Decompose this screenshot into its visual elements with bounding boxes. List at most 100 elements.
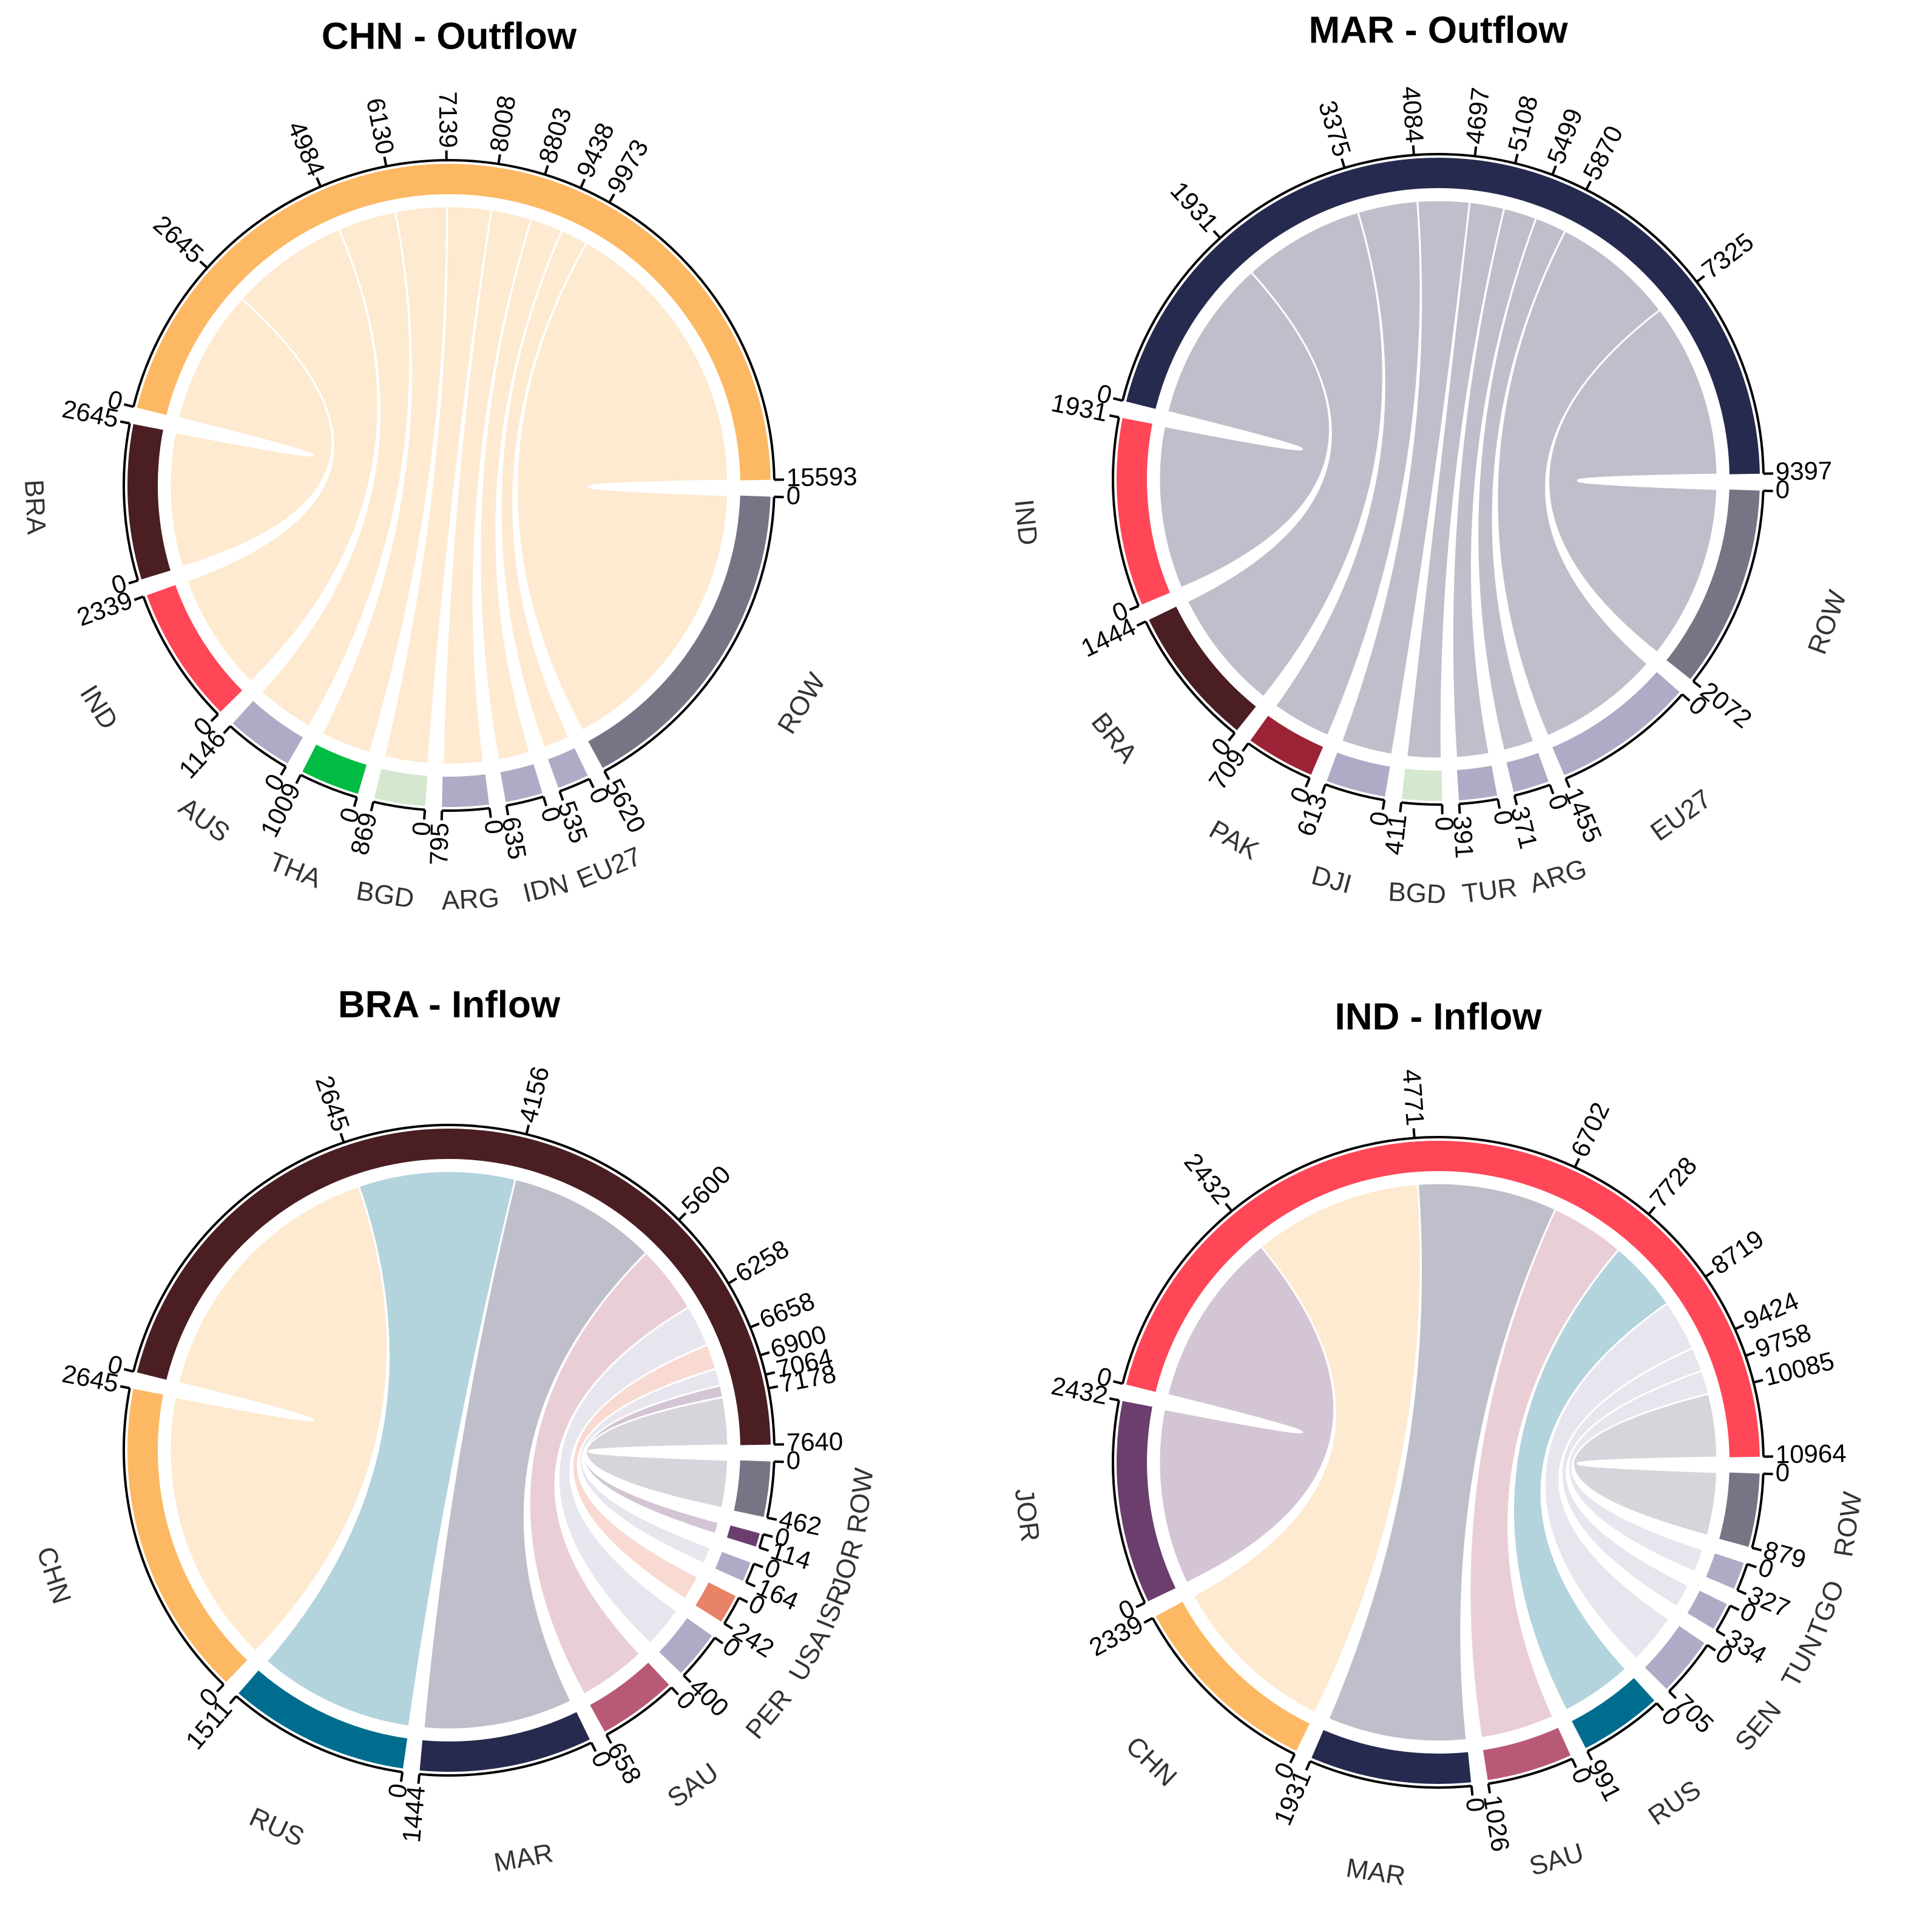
- tick-mark: [1412, 145, 1415, 155]
- sector-label: IND: [1009, 498, 1043, 547]
- axis-line: [123, 1388, 225, 1686]
- tick-mark: [745, 1581, 756, 1588]
- sector-label: ARG: [1526, 854, 1590, 899]
- chord: [1543, 1302, 1694, 1661]
- chord: [499, 229, 588, 749]
- tick-label: 0: [407, 820, 436, 837]
- tick-label: 8008: [484, 93, 521, 154]
- chord-diagram: MAR - Outflow 0 1931 3375 4084 4697 5108549958…: [1009, 9, 1853, 910]
- tick-mark: [1681, 693, 1691, 702]
- sector-arc: [1250, 715, 1324, 775]
- tick-mark: [1706, 1644, 1716, 1652]
- axis-line: [604, 496, 776, 772]
- tick-mark: [210, 713, 219, 722]
- sector-arc: [590, 1663, 669, 1732]
- chord: [265, 1170, 517, 1728]
- chord: [422, 1178, 648, 1731]
- sector-label: CHN: [31, 1543, 76, 1607]
- sector-label: SAU: [662, 1757, 724, 1814]
- axis-line: [132, 1124, 776, 1445]
- sector-arc: [302, 745, 367, 794]
- tick-label: 5108: [1502, 93, 1543, 155]
- chord: [1405, 201, 1506, 760]
- tick-label: 4156: [513, 1064, 555, 1126]
- sector-arc: [1687, 1590, 1727, 1629]
- tick-label: 0: [1364, 809, 1395, 828]
- tick-label: 5600: [676, 1160, 736, 1220]
- tick-label: 0: [382, 1782, 413, 1800]
- sector-label: ROW: [842, 1466, 879, 1535]
- tick-mark: [123, 403, 134, 408]
- sector-label: ROW: [772, 667, 831, 739]
- tick-label: 6130: [361, 96, 400, 157]
- tick-mark: [723, 1622, 734, 1630]
- axis-line: [1247, 742, 1310, 780]
- sector-label: USA: [783, 1623, 836, 1686]
- tick-mark: [1655, 1702, 1665, 1712]
- tick-label: 2645: [310, 1072, 356, 1135]
- tick-mark: [1241, 742, 1250, 752]
- tick-label: 0: [786, 1446, 801, 1475]
- tick-label: 4771: [1397, 1068, 1430, 1127]
- tick-label: 7728: [1644, 1151, 1702, 1213]
- tick-mark: [580, 178, 586, 189]
- sector-label: TGO: [1802, 1576, 1850, 1641]
- sector-arc: [1645, 1626, 1705, 1689]
- axis-line: [1310, 1760, 1472, 1789]
- sector-label: SAU: [1526, 1837, 1588, 1882]
- tick-label: 7139: [434, 91, 463, 148]
- tick-mark: [1212, 230, 1222, 239]
- tick-mark: [525, 1124, 530, 1135]
- sector-arc: [1327, 752, 1390, 797]
- sector-label: SEN: [1730, 1695, 1787, 1757]
- axis-line: [723, 1597, 740, 1624]
- tick-mark: [1696, 275, 1705, 283]
- tick-label: 0: [1461, 1796, 1490, 1813]
- tick-label: 6258: [731, 1234, 794, 1288]
- chord: [260, 210, 411, 728]
- axis-line: [758, 1534, 765, 1549]
- tick-mark: [1399, 802, 1403, 812]
- tick-mark: [1341, 158, 1346, 169]
- tick-mark: [608, 193, 615, 203]
- tick-mark: [1412, 1128, 1416, 1138]
- tick-label: 2432: [1178, 1147, 1237, 1209]
- tick-mark: [678, 1212, 687, 1221]
- chord: [1476, 217, 1567, 752]
- axis-line: [1565, 694, 1683, 780]
- chord: [479, 217, 564, 762]
- axis-line: [1668, 1644, 1709, 1692]
- tick-mark: [199, 260, 208, 269]
- chord: [528, 1251, 690, 1696]
- tick-mark: [1496, 799, 1501, 809]
- tick-mark: [316, 177, 322, 187]
- chord: [1451, 207, 1538, 759]
- chord: [1340, 199, 1471, 756]
- chord: [1547, 308, 1719, 654]
- sector-arc: [1117, 417, 1170, 605]
- sector-label: TUN: [1776, 1630, 1828, 1692]
- tick-label: 0: [786, 481, 801, 510]
- tick-mark: [683, 1674, 692, 1683]
- chord: [169, 1184, 388, 1653]
- sector-arc: [548, 748, 588, 788]
- tick-mark: [542, 796, 548, 806]
- chord: [1158, 1245, 1336, 1584]
- sector-arc: [419, 1712, 590, 1772]
- sector-arc: [1552, 672, 1680, 775]
- tick-label: 0: [1430, 817, 1459, 831]
- tick-mark: [120, 420, 130, 425]
- sector-label: BRA: [19, 479, 52, 536]
- sector-arc: [734, 1460, 771, 1517]
- axis-line: [766, 1461, 776, 1518]
- axis-line: [235, 1695, 403, 1774]
- tick-label: 0: [1775, 475, 1790, 504]
- sector-label: PER: [740, 1683, 797, 1745]
- tick-mark: [1734, 1324, 1745, 1331]
- sector-label: ROW: [1828, 1490, 1868, 1559]
- tick-mark: [1751, 1546, 1762, 1552]
- sector-arc: [695, 1582, 736, 1622]
- chord: [383, 205, 493, 765]
- tick-mark: [1753, 1379, 1764, 1384]
